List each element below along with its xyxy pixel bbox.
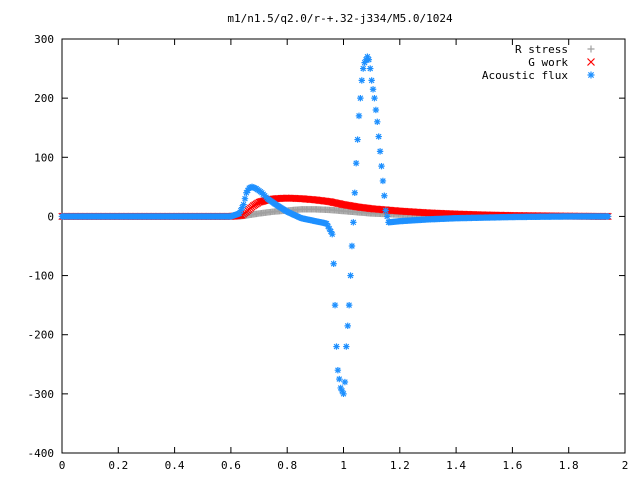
y-tick-label: 100 bbox=[34, 151, 54, 164]
x-axis: 0 0.2 0.4 0.6 0.8 1 1.2 1.4 1.6 1.8 2 bbox=[59, 39, 629, 472]
data-point bbox=[237, 207, 244, 214]
data-point bbox=[243, 189, 250, 196]
x-tick-label: 1.8 bbox=[559, 459, 579, 472]
legend-label: R stress bbox=[515, 43, 568, 56]
data-point bbox=[372, 106, 380, 114]
y-tick-label: 300 bbox=[34, 33, 54, 46]
x-tick-label: 1.2 bbox=[390, 459, 410, 472]
data-point bbox=[340, 390, 347, 398]
x-tick-label: 1.6 bbox=[502, 459, 522, 472]
data-point bbox=[382, 207, 389, 214]
y-tick-label: -100 bbox=[28, 270, 55, 283]
series-layer bbox=[58, 53, 612, 398]
x-tick-label: 0.8 bbox=[277, 459, 297, 472]
data-point bbox=[378, 162, 385, 170]
data-point bbox=[324, 222, 332, 230]
data-point bbox=[375, 133, 382, 140]
data-point bbox=[376, 148, 384, 155]
data-point bbox=[360, 65, 367, 72]
data-point bbox=[350, 219, 357, 226]
data-point bbox=[383, 213, 391, 220]
data-point bbox=[381, 192, 388, 199]
data-point bbox=[341, 378, 349, 386]
data-point bbox=[338, 387, 346, 395]
data-point bbox=[345, 301, 353, 309]
legend-marker bbox=[587, 58, 595, 66]
data-point bbox=[365, 56, 373, 63]
chart-title: m1/n1.5/q2.0/r-+.32-j334/M5.0/1024 bbox=[227, 12, 453, 25]
y-tick-label: -400 bbox=[28, 447, 55, 460]
y-tick-label: 200 bbox=[34, 92, 54, 105]
data-point bbox=[347, 272, 354, 279]
data-point bbox=[343, 343, 350, 350]
data-point bbox=[334, 367, 342, 374]
data-point bbox=[371, 94, 378, 102]
x-tick-label: 2 bbox=[622, 459, 629, 472]
data-point bbox=[352, 160, 360, 167]
x-tick-label: 1 bbox=[340, 459, 347, 472]
data-point bbox=[364, 53, 371, 60]
data-point bbox=[244, 187, 251, 194]
data-point bbox=[348, 242, 356, 250]
data-point bbox=[236, 210, 243, 217]
data-point bbox=[330, 260, 337, 267]
data-point bbox=[241, 195, 249, 202]
data-point bbox=[329, 230, 336, 238]
data-point bbox=[357, 94, 364, 102]
x-tick-label: 0 bbox=[59, 459, 66, 472]
data-point bbox=[331, 301, 339, 309]
legend-marker bbox=[587, 71, 595, 79]
x-tick-label: 1.4 bbox=[446, 459, 466, 472]
data-point bbox=[379, 177, 387, 185]
data-point bbox=[240, 201, 247, 208]
legend-label: Acoustic flux bbox=[482, 69, 568, 82]
data-point bbox=[374, 118, 381, 125]
legend-marker bbox=[587, 45, 595, 53]
y-axis: -400 -300 -200 -100 0 100 200 300 bbox=[28, 33, 625, 460]
data-point bbox=[326, 225, 333, 233]
data-point bbox=[336, 375, 343, 383]
data-point bbox=[344, 322, 351, 330]
data-point bbox=[368, 77, 375, 84]
data-point bbox=[369, 86, 377, 93]
data-point bbox=[604, 213, 612, 220]
y-tick-label: 0 bbox=[47, 210, 54, 223]
x-tick-label: 0.4 bbox=[165, 459, 185, 472]
data-point bbox=[351, 189, 358, 196]
data-point bbox=[358, 77, 365, 84]
data-point bbox=[337, 384, 344, 392]
legend-label: G work bbox=[528, 56, 568, 69]
data-point bbox=[354, 136, 361, 143]
series-acoustic-flux bbox=[58, 53, 612, 398]
data-point bbox=[327, 228, 335, 235]
x-tick-label: 0.2 bbox=[108, 459, 128, 472]
x-tick-label: 0.6 bbox=[221, 459, 241, 472]
data-point bbox=[323, 220, 330, 227]
data-point bbox=[333, 343, 340, 350]
y-tick-label: -200 bbox=[28, 329, 55, 342]
data-point bbox=[367, 65, 374, 72]
y-tick-label: -300 bbox=[28, 388, 55, 401]
data-point bbox=[238, 204, 246, 211]
data-point bbox=[361, 59, 368, 66]
data-point bbox=[355, 112, 363, 120]
